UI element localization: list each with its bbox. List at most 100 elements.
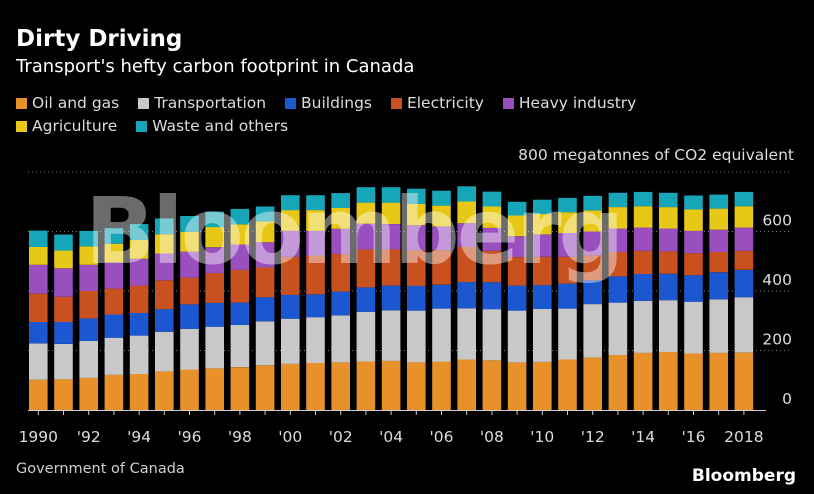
legend-swatch: [138, 98, 150, 109]
bar-segment: [533, 285, 552, 309]
legend-label: Electricity: [406, 94, 484, 112]
bar-segment: [457, 223, 476, 247]
bar-segment: [205, 273, 224, 303]
legend-swatch: [285, 98, 297, 109]
bar-segment: [104, 374, 124, 410]
bloomberg-logo: Bloomberg: [691, 466, 796, 486]
y-tick-label: 600: [762, 212, 792, 230]
bar-segment: [79, 318, 98, 341]
bar-segment: [558, 308, 577, 360]
bar-segment: [583, 280, 602, 305]
x-axis: 1990 '92 '94 '96 '98 '00 '02 '04 '06 '08 '10 '12 '14…: [19, 410, 766, 446]
bar-segment: [230, 208, 250, 225]
bar-segment: [306, 317, 325, 363]
bar-segment: [432, 190, 451, 206]
bar-segment: [659, 228, 678, 252]
x-tick-label: '94: [127, 428, 151, 446]
bar-segment: [29, 264, 48, 294]
bar-segment: [230, 324, 250, 368]
x-tick-label: '02: [329, 428, 353, 446]
bar-segment: [104, 314, 124, 338]
legend-item-agriculture: Agriculture: [16, 117, 117, 135]
bar-segment: [407, 225, 426, 251]
bar-segment: [684, 301, 703, 354]
bar-segment: [356, 287, 376, 312]
bar-segment: [407, 285, 426, 311]
legend-swatch: [136, 121, 148, 132]
bar-segment: [205, 368, 224, 410]
bar-segment: [633, 191, 653, 207]
legend-item-heavy-industry: Heavy industry: [502, 94, 636, 112]
bar-segment: [356, 223, 376, 250]
bar-segment: [255, 221, 275, 243]
bar-segment: [331, 208, 350, 229]
x-tick-label: 2018: [724, 428, 763, 446]
bar-segment: [129, 258, 149, 286]
bar-segment: [180, 251, 199, 278]
bar-segment: [129, 313, 149, 336]
x-tick-label: '12: [581, 428, 605, 446]
bar-segment: [255, 267, 275, 298]
bar-segment: [306, 255, 325, 295]
bar-segment: [79, 377, 98, 410]
bar-segment: [608, 207, 628, 229]
bar-segment: [432, 308, 451, 362]
legend-item-buildings: Buildings: [285, 94, 372, 112]
bar-segment: [432, 226, 451, 251]
bar-segment: [558, 359, 577, 410]
bar-segment: [507, 257, 527, 286]
bar-segment: [583, 195, 602, 211]
bar-segment: [482, 206, 502, 228]
chart-legend: Oil and gas Transportation Buildings Ele…: [16, 94, 716, 140]
legend-swatch: [16, 98, 27, 109]
bar-segment: [533, 308, 552, 362]
bar-segment: [205, 227, 224, 248]
x-tick-label: '10: [530, 428, 554, 446]
bar-segment: [155, 234, 174, 254]
bar-segment: [306, 294, 325, 318]
bar-segment: [407, 250, 426, 286]
bar-segment: [633, 250, 653, 274]
bar-segment: [306, 210, 325, 231]
bar-segment: [180, 216, 199, 232]
bar-segment: [583, 255, 602, 281]
bar-segment: [734, 269, 754, 298]
bar-segment: [633, 274, 653, 301]
legend-row-2: Agriculture Waste and others: [16, 117, 716, 140]
bar-segment: [180, 369, 199, 410]
x-tick-label: '92: [77, 428, 101, 446]
bar-segment: [507, 236, 527, 258]
bar-segment: [608, 302, 628, 355]
legend-item-transportation: Transportation: [138, 94, 266, 112]
bar-segment: [54, 296, 73, 322]
bar-segment: [407, 362, 426, 410]
bar-segment: [230, 367, 250, 410]
bar-segment: [507, 362, 527, 410]
bar-segment: [79, 246, 98, 265]
bar-segment: [684, 275, 703, 302]
bar-segment: [104, 262, 124, 289]
bar-segment: [457, 308, 476, 360]
legend-swatch: [16, 121, 27, 132]
bars: [29, 186, 754, 410]
bar-segment: [54, 250, 73, 269]
legend-item-waste-and-others: Waste and others: [136, 117, 288, 135]
bar-segment: [104, 243, 124, 263]
bar-segment: [104, 228, 124, 244]
bar-segment: [457, 282, 476, 309]
x-tick-label: '98: [228, 428, 252, 446]
bar-segment: [180, 277, 199, 305]
bar-segment: [633, 300, 653, 353]
bar-segment: [482, 360, 502, 410]
bar-segment: [608, 192, 628, 208]
bar-segment: [306, 230, 325, 256]
bar-segment: [230, 269, 250, 303]
x-tick-label: 1990: [19, 428, 58, 446]
bar-segment: [29, 230, 48, 247]
bar-segment: [457, 359, 476, 410]
y-axis-unit-label: 800 megatonnes of CO2 equivalent: [518, 146, 794, 164]
bar-segment: [29, 379, 48, 410]
bar-segment: [129, 335, 149, 374]
bar-segment: [583, 304, 602, 358]
bar-segment: [104, 337, 124, 375]
